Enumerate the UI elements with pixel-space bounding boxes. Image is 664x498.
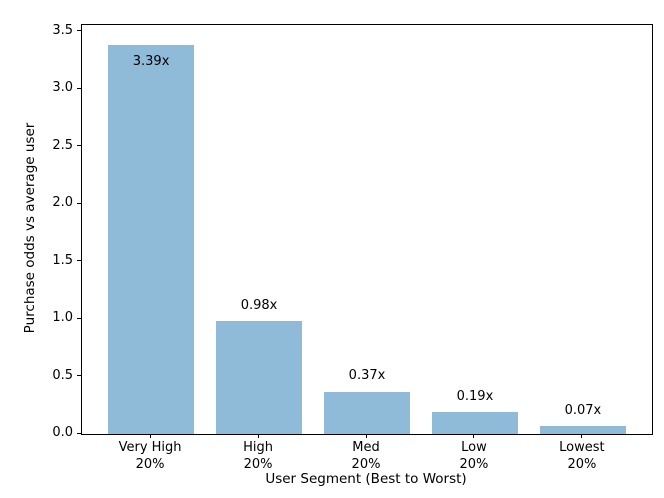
y-tick-label: 0.0 [52, 425, 73, 440]
x-tick-label: Low 20% [459, 440, 489, 472]
y-tick-label: 2.0 [52, 195, 73, 211]
x-tick-label: Med 20% [351, 440, 381, 472]
bar-value-label: 0.98x [240, 298, 278, 314]
plot-area: 3.39x 0.98x 0.37x 0.19x 0.07x [81, 24, 653, 435]
bar [539, 425, 627, 434]
x-tick-label: Very High 20% [118, 440, 182, 472]
x-tick-label: Lowest 20% [559, 440, 605, 472]
bar-value-label: 3.39x [132, 53, 170, 69]
y-tick-mark [77, 260, 81, 262]
y-tick-mark [77, 202, 81, 204]
bar-value-label: 0.19x [456, 389, 494, 405]
x-axis-label: User Segment (Best to Worst) [265, 471, 467, 487]
y-tick-label: 1.5 [52, 252, 73, 268]
bar-value-label: 0.37x [348, 368, 386, 384]
y-tick-mark [77, 432, 81, 434]
y-tick-mark [77, 317, 81, 319]
y-tick-label: 3.5 [52, 22, 73, 38]
y-tick-mark [77, 375, 81, 377]
x-tick-mark [473, 434, 475, 438]
x-tick-mark [581, 434, 583, 438]
y-tick-mark [77, 87, 81, 89]
x-tick-mark [365, 434, 367, 438]
y-tick-mark [77, 30, 81, 32]
x-tick-mark [257, 434, 259, 438]
bar-value-label: 0.07x [564, 402, 602, 418]
x-tick-label: High 20% [243, 440, 273, 472]
y-tick-label: 3.0 [52, 80, 73, 96]
y-tick-label: 2.5 [52, 137, 73, 153]
y-tick-label: 1.0 [52, 310, 73, 326]
y-axis-label: Purchase odds vs average user [22, 122, 38, 334]
bar [323, 391, 411, 434]
bar [215, 321, 303, 434]
y-tick-label: 0.5 [52, 367, 73, 383]
bar [107, 44, 195, 434]
x-tick-mark [149, 434, 151, 438]
bar [431, 412, 519, 434]
y-tick-mark [77, 145, 81, 147]
